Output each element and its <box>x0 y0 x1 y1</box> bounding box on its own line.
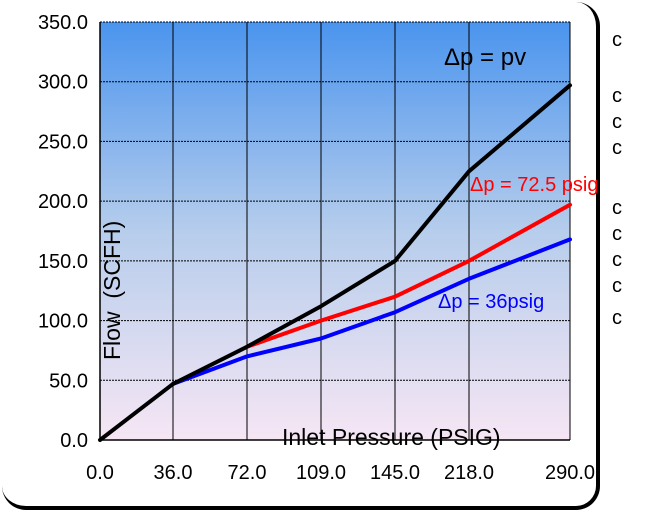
y-tick-label: 100.0 <box>38 311 88 333</box>
y-tick-label: 150.0 <box>38 251 88 273</box>
series-lines <box>98 83 572 442</box>
series-line <box>171 237 572 386</box>
right-side-mark: c <box>612 223 622 245</box>
y-tick-label: 200.0 <box>38 191 88 213</box>
x-tick-label: 218.0 <box>444 462 494 484</box>
plot-area <box>100 22 570 440</box>
series-line <box>98 83 572 442</box>
x-tick-label: 109.0 <box>296 462 346 484</box>
y-tick-label: 300.0 <box>38 72 88 94</box>
x-tick-label: 72.0 <box>228 462 267 484</box>
grid <box>99 21 571 441</box>
right-side-mark: c <box>612 137 622 159</box>
x-tick-label: 290.0 <box>545 462 595 484</box>
series-label: Δp = 36psig <box>438 291 544 313</box>
x-tick-label: 0.0 <box>86 462 114 484</box>
x-tick-label: 36.0 <box>154 462 193 484</box>
right-side-mark: c <box>612 111 622 133</box>
series-line <box>245 202 572 349</box>
y-tick-label: 350.0 <box>38 12 88 34</box>
right-side-mark: c <box>612 307 622 329</box>
y-tick-label: 0.0 <box>60 430 88 452</box>
right-side-mark: c <box>612 197 622 219</box>
y-tick-label: 250.0 <box>38 131 88 153</box>
x-tick-label: 145.0 <box>370 462 420 484</box>
y-tick-label: 50.0 <box>49 370 88 392</box>
right-side-mark: c <box>612 275 622 297</box>
series-labels: Δp = pv Δp = 72.5 psig Δp = 36psig <box>438 44 598 313</box>
right-side-mark: c <box>612 29 622 51</box>
x-axis-label: Inlet Pressure (PSIG) <box>282 424 501 450</box>
right-side-mark: c <box>612 85 622 107</box>
series-label: Δp = pv <box>444 44 526 71</box>
y-axis-label: Flow (SCFH) <box>99 221 125 360</box>
series-label: Δp = 72.5 psig <box>470 174 598 196</box>
tick-labels: 0.0 50.0 100.0 150.0 200.0 250.0 300.0 350.0 0.0… <box>38 12 595 484</box>
right-side-mark: c <box>612 249 622 271</box>
